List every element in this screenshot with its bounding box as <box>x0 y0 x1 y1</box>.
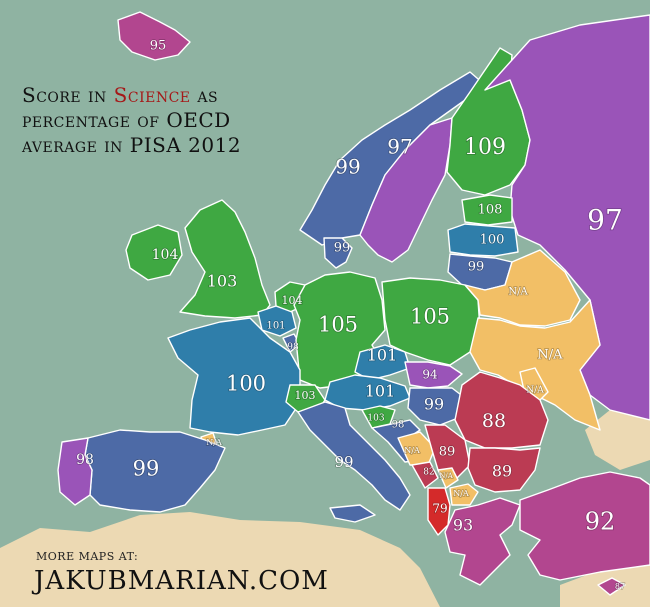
label-albania: 79 <box>432 502 447 516</box>
country-slovenia <box>361 405 396 429</box>
country-portugal <box>57 437 93 506</box>
label-iceland: 95 <box>150 39 167 54</box>
label-estonia: 108 <box>478 203 503 218</box>
label-lithuania: 99 <box>468 260 485 275</box>
label-switzerland: 103 <box>295 389 316 402</box>
footer-more-maps: MORE MAPS AT: <box>36 550 139 563</box>
country-sweden <box>359 117 453 263</box>
title-accent-science: Science <box>113 83 191 107</box>
country-france <box>167 317 301 436</box>
country-greece <box>444 497 521 586</box>
label-sweden: 97 <box>387 135 412 159</box>
label-austria: 101 <box>365 382 396 401</box>
label-turkey: 92 <box>585 508 616 536</box>
label-macedonia: N/A <box>453 489 469 498</box>
label-poland: 105 <box>410 305 450 329</box>
country-labels: 95 99 97 109 97 108 100 99 99 104 103 10… <box>75 38 626 592</box>
label-italy: 99 <box>334 453 353 471</box>
region-africa <box>0 512 440 607</box>
label-moldova: N/A <box>526 386 544 396</box>
label-montenegro: 82 <box>423 468 434 478</box>
country-cyprus <box>597 577 626 596</box>
country-russia <box>484 14 650 421</box>
title-line-1: Score in Science as <box>22 85 218 105</box>
label-serbia: 89 <box>439 445 456 460</box>
country-turkey <box>519 471 650 581</box>
label-france: 100 <box>226 372 266 396</box>
label-belarus: N/A <box>508 287 528 298</box>
country-latvia <box>447 223 519 257</box>
country-slovakia <box>404 361 463 389</box>
label-bosnia: N/A <box>404 446 420 455</box>
title-prefix: Score in <box>22 83 114 107</box>
country-estonia <box>461 194 513 226</box>
label-luxembourg: 98 <box>287 343 299 353</box>
country-iceland <box>117 11 191 61</box>
country-ireland <box>125 224 183 281</box>
country-bosnia <box>397 431 436 466</box>
label-ireland: 104 <box>152 247 179 263</box>
label-spain: 99 <box>133 457 160 481</box>
country-kosovo <box>437 467 459 489</box>
label-kosovo: N/A <box>439 472 453 480</box>
countries <box>57 11 650 596</box>
title-suffix: as <box>190 83 219 107</box>
label-denmark: 99 <box>334 241 351 256</box>
country-bulgaria <box>467 447 541 493</box>
label-slovakia: 94 <box>422 368 438 382</box>
label-hungary: 99 <box>424 395 444 414</box>
country-denmark <box>323 237 353 269</box>
label-uk: 103 <box>207 272 238 291</box>
label-latvia: 100 <box>480 233 505 248</box>
label-cyprus: 87 <box>615 582 625 591</box>
label-belgium: 101 <box>266 321 285 332</box>
country-italy <box>297 401 411 523</box>
label-germany: 105 <box>318 313 358 337</box>
label-netherlands: 104 <box>282 294 303 307</box>
title-line-3: average in PISA 2012 <box>22 133 242 157</box>
label-finland: 109 <box>464 135 506 160</box>
country-czech-republic <box>354 344 411 381</box>
country-romania <box>454 371 549 449</box>
label-czech: 101 <box>367 346 398 365</box>
label-croatia: 98 <box>392 420 405 431</box>
country-belarus <box>464 249 581 327</box>
region-caucasus <box>585 410 650 470</box>
label-romania: 88 <box>482 410 506 432</box>
label-portugal: 98 <box>76 452 94 468</box>
label-bulgaria: 89 <box>492 462 512 481</box>
label-andorra: N/A <box>206 438 222 447</box>
title-line-2: percentage of OECD <box>22 108 231 132</box>
country-north-macedonia <box>449 483 479 506</box>
country-serbia <box>424 424 471 481</box>
footer-site-link[interactable]: JAKUBMARIAN.COM <box>34 566 329 596</box>
label-slovenia: 103 <box>367 414 384 424</box>
label-russia: 97 <box>587 204 623 237</box>
label-greece: 93 <box>453 516 473 535</box>
label-norway: 99 <box>335 155 360 179</box>
country-montenegro <box>411 461 439 489</box>
label-ukraine: N/A <box>537 348 563 363</box>
country-ukraine <box>469 299 601 431</box>
